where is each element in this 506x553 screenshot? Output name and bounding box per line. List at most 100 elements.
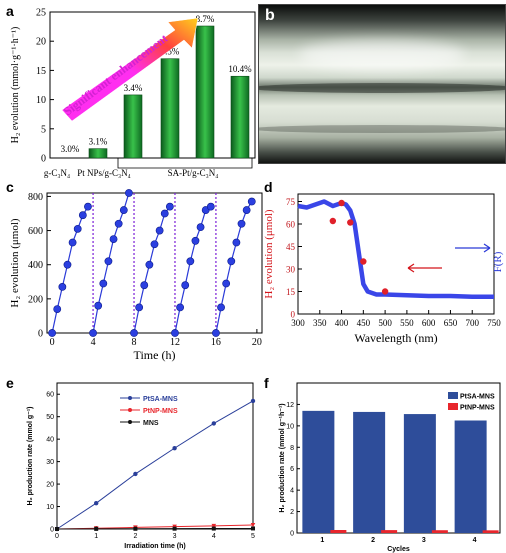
panel-f-bar bbox=[353, 411, 386, 533]
panel-e-point bbox=[55, 527, 59, 531]
panel-f-ytick-label: 4 bbox=[290, 488, 294, 495]
panel-c-xtick-label: 16 bbox=[211, 337, 221, 348]
panel-f-ytick-label: 12 bbox=[286, 402, 294, 409]
panel-e-ytick-label: 20 bbox=[46, 482, 54, 489]
panel-c-series-line bbox=[133, 206, 171, 334]
panel-f-ylabel: H₂ production rate (mmol g⁻¹h⁻¹) bbox=[279, 403, 286, 512]
panel-e-point bbox=[250, 522, 256, 528]
panel-c-xtick-label: 8 bbox=[132, 337, 137, 348]
panel-e-point bbox=[251, 526, 255, 531]
panel-f-bar bbox=[482, 530, 499, 533]
panel-c-point bbox=[84, 202, 92, 211]
panel-b-photo: b bbox=[258, 4, 506, 164]
photo-highlight bbox=[299, 40, 465, 70]
panel-e-frame bbox=[56, 382, 254, 530]
panel-c-point bbox=[78, 211, 87, 220]
panel-e-point bbox=[211, 526, 216, 531]
panel-c-point bbox=[212, 329, 220, 337]
panel-f-ytick-label: 0 bbox=[290, 531, 294, 538]
panel-f-legend-label: PtSA-MNS bbox=[460, 394, 495, 401]
panel-c-point bbox=[160, 209, 169, 218]
panel-e-xtick-label: 0 bbox=[55, 533, 59, 540]
panel-e-point bbox=[133, 526, 138, 531]
panel-c-point bbox=[53, 305, 62, 313]
panel-d-h2-point bbox=[329, 217, 337, 225]
panel-d-xtick-label: 750 bbox=[487, 318, 501, 328]
panel-c-series-line bbox=[215, 201, 253, 334]
panel-d-ytick-label: 30 bbox=[286, 265, 296, 275]
panel-d-absorption-curve bbox=[297, 199, 494, 299]
panel-e-ytick-label: 0 bbox=[50, 527, 54, 534]
panel-d-xtick-label: 650 bbox=[444, 318, 458, 328]
panel-c-point bbox=[181, 281, 190, 290]
panel-c-point bbox=[242, 206, 251, 214]
panel-f-bar bbox=[454, 420, 487, 533]
panel-f-frame bbox=[296, 382, 501, 534]
panel-d-ylabel-left: H₂ evolution (μmol) bbox=[263, 209, 275, 299]
panel-d-ylabel-right: F(R) bbox=[492, 251, 504, 272]
panel-c-point bbox=[119, 206, 128, 214]
panel-c-point bbox=[68, 238, 77, 247]
panel-c-point bbox=[145, 260, 154, 269]
panel-e-xtick-label: 1 bbox=[94, 533, 98, 540]
panel-f-xtick-label: 1 bbox=[320, 537, 324, 544]
panel-c-point bbox=[150, 240, 159, 249]
panel-d-xtick-label: 700 bbox=[465, 318, 479, 328]
panel-e-xtick-label: 3 bbox=[173, 533, 177, 540]
panel-c-ytick-label: 800 bbox=[28, 192, 43, 203]
panel-d-ytick-label: 60 bbox=[286, 220, 296, 230]
panel-a-bar-label: 3.0% bbox=[61, 144, 80, 154]
panel-c-point bbox=[58, 283, 67, 291]
panel-c-point bbox=[125, 189, 133, 197]
panel-d-xtick-label: 350 bbox=[313, 318, 327, 328]
photo-band-lower bbox=[259, 125, 505, 133]
panel-c-point bbox=[48, 329, 57, 337]
panel-d-xtick-label: 600 bbox=[422, 318, 436, 328]
panel-label-e: e bbox=[6, 375, 14, 391]
panel-e-ylabel: H₂ production rate (mmol g⁻¹) bbox=[27, 407, 34, 506]
significant-enhancement-arrow bbox=[61, 17, 199, 122]
panel-f-bar bbox=[431, 530, 448, 533]
panel-c-point bbox=[109, 235, 118, 243]
panel-a-bar bbox=[123, 94, 143, 159]
panel-c-ytick-label: 600 bbox=[28, 226, 43, 237]
panel-c-point bbox=[140, 281, 149, 290]
panel-e-legend-label: PtSA-MNS bbox=[143, 396, 178, 403]
panel-e-legend-label: MNS bbox=[143, 420, 159, 427]
panel-c-point bbox=[104, 257, 113, 266]
panel-a-ytick-label: 20 bbox=[36, 37, 46, 48]
panel-label-f: f bbox=[264, 375, 269, 391]
panel-a-bar bbox=[160, 58, 180, 159]
panel-e-xtick-label: 2 bbox=[133, 533, 137, 540]
panel-c-ylabel: H₂ evolution (μmol) bbox=[9, 218, 21, 308]
panel-f-bar bbox=[302, 410, 335, 533]
panel-c-point bbox=[63, 260, 72, 269]
panel-c-series-line bbox=[174, 206, 212, 334]
panel-f-legend-label: PtNP-MNS bbox=[460, 405, 495, 412]
panel-f-legend-swatch bbox=[448, 403, 458, 410]
panel-c-point bbox=[227, 257, 236, 266]
panel-d-xtick-label: 500 bbox=[378, 318, 392, 328]
panel-e-series-line bbox=[56, 527, 254, 530]
panel-d-h2-point bbox=[338, 199, 345, 207]
panel-a-bar-label: 3.4% bbox=[124, 83, 143, 93]
panel-d-xlabel: Wavelength (nm) bbox=[354, 331, 437, 345]
panel-f-xtick-label: 2 bbox=[371, 537, 375, 544]
panel-a-frame bbox=[49, 11, 256, 159]
panel-e-point bbox=[172, 526, 177, 531]
panel-f-ytick-label: 10 bbox=[286, 423, 294, 430]
panel-a-bar-label: 10.4% bbox=[228, 64, 252, 74]
panel-d-arrow-right bbox=[455, 243, 491, 253]
panel-e-point bbox=[94, 500, 99, 506]
panel-label-b: b bbox=[265, 7, 275, 24]
panel-c-point bbox=[222, 279, 231, 288]
panel-e-ytick-label: 50 bbox=[46, 414, 54, 421]
panel-a-bar bbox=[230, 75, 250, 159]
panel-e-ytick-label: 40 bbox=[46, 437, 54, 444]
panel-f-bar bbox=[330, 530, 347, 533]
panel-a-bracket bbox=[117, 158, 253, 169]
panel-c-point bbox=[232, 238, 241, 247]
panel-f-xlabel: Cycles bbox=[387, 546, 410, 553]
panel-d-xtick-label: 450 bbox=[357, 318, 371, 328]
panel-e-xtick-label: 4 bbox=[212, 533, 216, 540]
